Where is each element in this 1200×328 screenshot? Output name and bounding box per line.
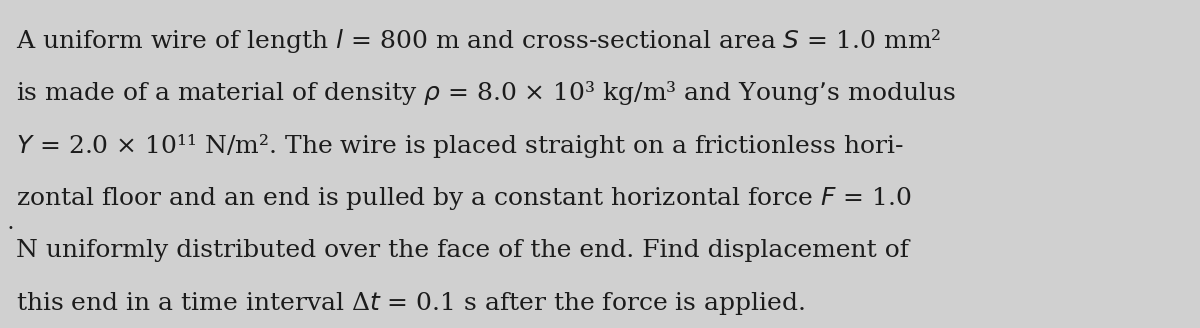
Text: zontal floor and an end is pulled by a constant horizontal force $F$ = 1.0: zontal floor and an end is pulled by a c…: [16, 185, 911, 212]
Text: this end in a time interval Δ$t$ = 0.1 s after the force is applied.: this end in a time interval Δ$t$ = 0.1 s…: [16, 290, 805, 317]
Text: •: •: [7, 223, 13, 233]
Text: $Y$ = 2.0 × 10¹¹ N/m². The wire is placed straight on a frictionless hori-: $Y$ = 2.0 × 10¹¹ N/m². The wire is place…: [16, 132, 904, 160]
Text: is made of a material of density $\rho$ = 8.0 × 10³ kg/m³ and Young’s modulus: is made of a material of density $\rho$ …: [16, 79, 955, 108]
Text: N uniformly distributed over the face of the end. Find displacement of: N uniformly distributed over the face of…: [16, 239, 908, 262]
Text: A uniform wire of length $l$ = 800 m and cross-sectional area $S$ = 1.0 mm²: A uniform wire of length $l$ = 800 m and…: [16, 27, 941, 55]
